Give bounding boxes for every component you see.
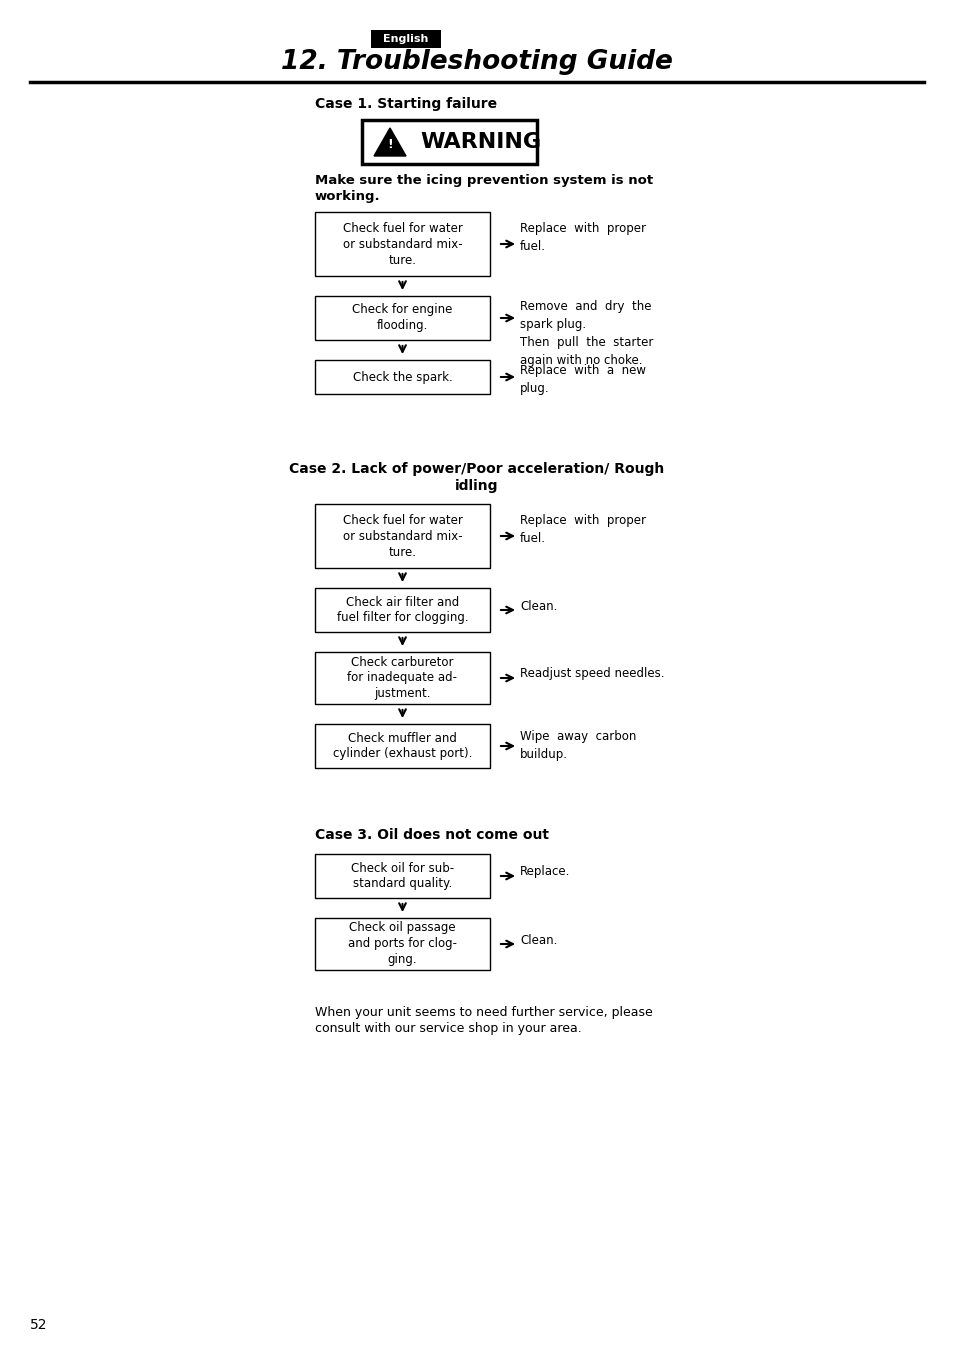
Text: Clean.: Clean. — [519, 934, 557, 946]
Text: !: ! — [387, 137, 393, 151]
Bar — [314, 588, 490, 632]
Text: English: English — [383, 34, 428, 44]
Bar — [314, 360, 490, 394]
Text: Check muffler and
cylinder (exhaust port).: Check muffler and cylinder (exhaust port… — [333, 732, 472, 760]
Text: Check oil for sub-
standard quality.: Check oil for sub- standard quality. — [351, 861, 454, 891]
Text: Make sure the icing prevention system is not: Make sure the icing prevention system is… — [314, 174, 653, 187]
Text: 52: 52 — [30, 1318, 48, 1332]
Text: Replace  with  proper
fuel.: Replace with proper fuel. — [519, 222, 645, 253]
Text: Case 2. Lack of power/Poor acceleration/ Rough: Case 2. Lack of power/Poor acceleration/… — [289, 462, 664, 476]
Text: Clean.: Clean. — [519, 600, 557, 612]
Text: Case 1. Starting failure: Case 1. Starting failure — [314, 97, 497, 111]
Text: WARNING: WARNING — [419, 132, 540, 152]
Bar — [371, 30, 440, 49]
Text: working.: working. — [314, 190, 380, 204]
Polygon shape — [374, 128, 406, 156]
Text: Check air filter and
fuel filter for clogging.: Check air filter and fuel filter for clo… — [336, 596, 468, 624]
Text: Remove  and  dry  the
spark plug.
Then  pull  the  starter
again with no choke.: Remove and dry the spark plug. Then pull… — [519, 301, 653, 367]
Text: Case 3. Oil does not come out: Case 3. Oil does not come out — [314, 828, 548, 842]
Bar — [361, 120, 537, 164]
Text: idling: idling — [455, 479, 498, 493]
Bar — [314, 652, 490, 704]
Text: Check for engine
flooding.: Check for engine flooding. — [352, 303, 453, 333]
Text: Replace  with  a  new
plug.: Replace with a new plug. — [519, 364, 645, 395]
Text: Wipe  away  carbon
buildup.: Wipe away carbon buildup. — [519, 731, 636, 762]
Bar — [314, 855, 490, 898]
Text: Check oil passage
and ports for clog-
ging.: Check oil passage and ports for clog- gi… — [348, 922, 456, 967]
Text: consult with our service shop in your area.: consult with our service shop in your ar… — [314, 1022, 581, 1035]
Text: Check carburetor
for inadequate ad-
justment.: Check carburetor for inadequate ad- just… — [347, 655, 457, 701]
Text: Readjust speed needles.: Readjust speed needles. — [519, 667, 664, 681]
Bar — [314, 297, 490, 340]
Text: Replace.: Replace. — [519, 865, 570, 879]
Bar — [314, 918, 490, 971]
Text: Replace  with  proper
fuel.: Replace with proper fuel. — [519, 514, 645, 545]
Text: 12. Troubleshooting Guide: 12. Troubleshooting Guide — [281, 49, 672, 75]
Text: When your unit seems to need further service, please: When your unit seems to need further ser… — [314, 1006, 652, 1019]
Bar — [314, 724, 490, 768]
Text: Check fuel for water
or substandard mix-
ture.: Check fuel for water or substandard mix-… — [342, 221, 462, 267]
Text: Check the spark.: Check the spark. — [353, 371, 452, 383]
Bar — [314, 212, 490, 276]
Bar — [314, 504, 490, 568]
Text: Check fuel for water
or substandard mix-
ture.: Check fuel for water or substandard mix-… — [342, 514, 462, 558]
